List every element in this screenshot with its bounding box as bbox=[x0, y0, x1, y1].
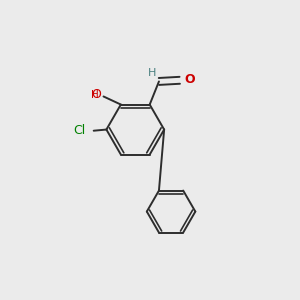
Text: H: H bbox=[148, 68, 157, 78]
Text: Cl: Cl bbox=[74, 124, 86, 137]
Text: H·: H· bbox=[91, 90, 102, 100]
Text: O: O bbox=[85, 88, 102, 101]
Text: O: O bbox=[184, 73, 194, 86]
